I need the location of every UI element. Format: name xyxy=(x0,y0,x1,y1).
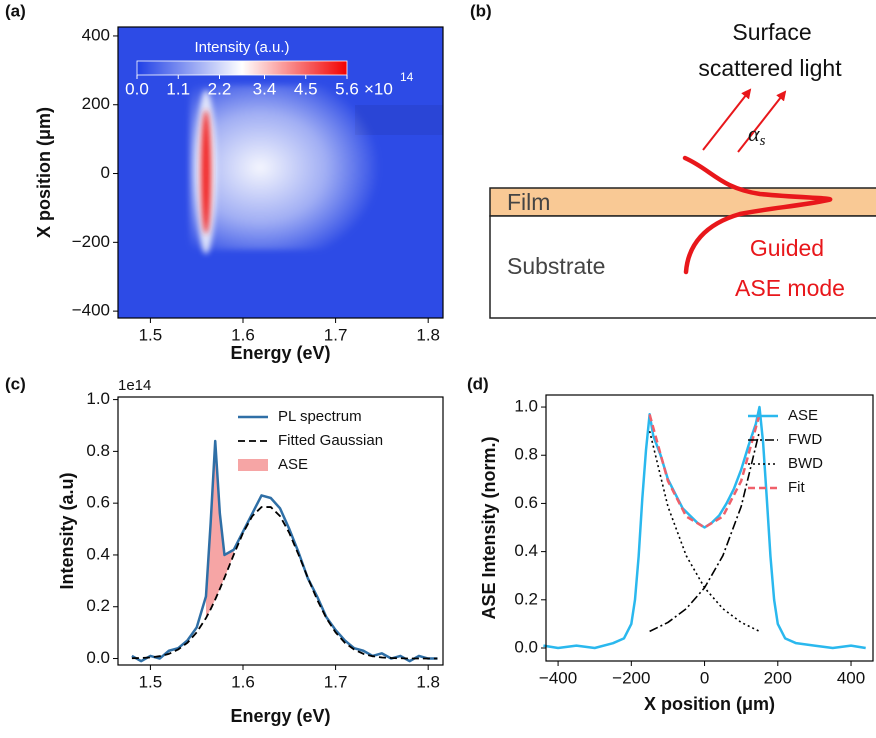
y-tick-label: 0.2 xyxy=(514,589,538,608)
legend-label: Fitted Gaussian xyxy=(278,432,383,449)
colorbar-tick-label: 5.6 xyxy=(335,79,359,98)
legend-label: ASE xyxy=(278,456,308,473)
colorbar-offset-exponent: 14 xyxy=(400,70,414,84)
panel-label: (c) xyxy=(5,374,26,393)
colorbar xyxy=(136,60,348,76)
x-tick-label: −400 xyxy=(539,668,577,687)
offset-label: 1e14 xyxy=(118,377,151,394)
mode-profile xyxy=(682,155,833,275)
colorbar-tick-label: 0.0 xyxy=(125,79,149,98)
y-tick-label: 0.8 xyxy=(514,445,538,464)
colorbar-tick-label: 3.4 xyxy=(253,79,277,98)
y-tick-label: 0.4 xyxy=(86,544,110,563)
x-tick-label: 200 xyxy=(764,668,792,687)
mode-label: ASE mode xyxy=(735,275,845,301)
arrow xyxy=(737,90,787,153)
x-tick-label: 1.6 xyxy=(231,672,255,691)
line xyxy=(648,414,761,529)
y-tick-label: 0.0 xyxy=(86,648,110,667)
x-tick-label: 1.5 xyxy=(139,325,163,344)
angle-symbol: α xyxy=(748,121,760,146)
y-tick-label: 400 xyxy=(82,25,110,44)
x-tick-label: 1.6 xyxy=(231,325,255,344)
y-axis-label: Intensity (a.u) xyxy=(57,472,77,589)
angle-label: αs xyxy=(748,121,766,149)
axes-frame xyxy=(117,396,444,666)
diagram: (b) Surface scattered light Film Substra… xyxy=(470,1,876,319)
legend-label: FWD xyxy=(788,431,822,448)
y-tick-label: 1.0 xyxy=(86,389,110,408)
y-tick-label: 0.6 xyxy=(514,493,538,512)
legend-label: Fit xyxy=(788,479,805,496)
chart-panel: (a) 1.5 1.6 1.7 1.8 −400 −200 0 200 400 Energy (eV… xyxy=(5,1,444,363)
x-tick-label: 1.8 xyxy=(416,325,440,344)
y-tick-label: 0.6 xyxy=(86,493,110,512)
x-tick-label: 1.7 xyxy=(324,325,348,344)
line xyxy=(131,506,438,660)
arrow xyxy=(702,88,752,151)
x-axis-label: Energy (eV) xyxy=(230,706,330,726)
angle-subscript: s xyxy=(760,133,766,149)
x-tick-label: 0 xyxy=(700,668,709,687)
chart-panel: (d) −400 −200 0 200 400 0.0 0.2 0.4 0.6 0.8 1.0 X po… xyxy=(467,374,874,714)
line xyxy=(648,430,760,633)
y-axis-label: ASE Intensity (norm.) xyxy=(479,436,499,619)
y-tick-label: −200 xyxy=(72,232,110,251)
axes-frame xyxy=(117,26,444,319)
x-tick-label: 1.8 xyxy=(416,672,440,691)
mode-label: Guided xyxy=(750,235,824,261)
y-tick-label: 1.0 xyxy=(514,397,538,416)
panel-label: (a) xyxy=(5,1,26,20)
heatmap-image xyxy=(118,27,443,318)
legend-swatch xyxy=(238,459,268,471)
colorbar-label: Intensity (a.u.) xyxy=(194,39,289,56)
chart-panel: (c) 1.5 1.6 1.7 1.8 0.0 0.2 0.4 0.6 0.8 1.0 Energy … xyxy=(5,374,444,726)
x-axis-label: Energy (eV) xyxy=(230,343,330,363)
y-tick-label: 0.4 xyxy=(514,541,538,560)
substrate-layer xyxy=(489,215,876,319)
diagram-title: scattered light xyxy=(698,55,842,81)
x-tick-label: 1.5 xyxy=(139,672,163,691)
x-tick-label: 1.7 xyxy=(324,672,348,691)
y-tick-label: 0 xyxy=(101,163,110,182)
colorbar-offset: ×10 xyxy=(364,79,393,98)
diagram-title: Surface xyxy=(732,19,811,45)
x-tick-label: −200 xyxy=(612,668,650,687)
x-axis-label: X position (μm) xyxy=(644,694,775,714)
axes-frame xyxy=(545,394,874,662)
y-tick-label: −400 xyxy=(72,301,110,320)
y-tick-label: 0.8 xyxy=(86,441,110,460)
panel-label: (d) xyxy=(467,374,489,393)
colorbar-tick-label: 1.1 xyxy=(166,79,190,98)
legend-label: PL spectrum xyxy=(278,408,362,425)
colorbar-tick-label: 2.2 xyxy=(208,79,232,98)
line xyxy=(131,439,438,663)
y-tick-label: 0.2 xyxy=(86,596,110,615)
y-axis-label: X position (μm) xyxy=(34,107,54,238)
substrate-label: Substrate xyxy=(507,253,605,279)
x-tick-label: 400 xyxy=(837,668,865,687)
line xyxy=(543,405,866,650)
legend-label: BWD xyxy=(788,455,823,472)
film-label: Film xyxy=(507,189,550,215)
colorbar-tick-label: 4.5 xyxy=(294,79,318,98)
y-tick-label: 200 xyxy=(82,94,110,113)
y-tick-label: 0.0 xyxy=(514,637,538,656)
panel-label: (b) xyxy=(470,1,492,20)
legend-label: ASE xyxy=(788,407,818,424)
